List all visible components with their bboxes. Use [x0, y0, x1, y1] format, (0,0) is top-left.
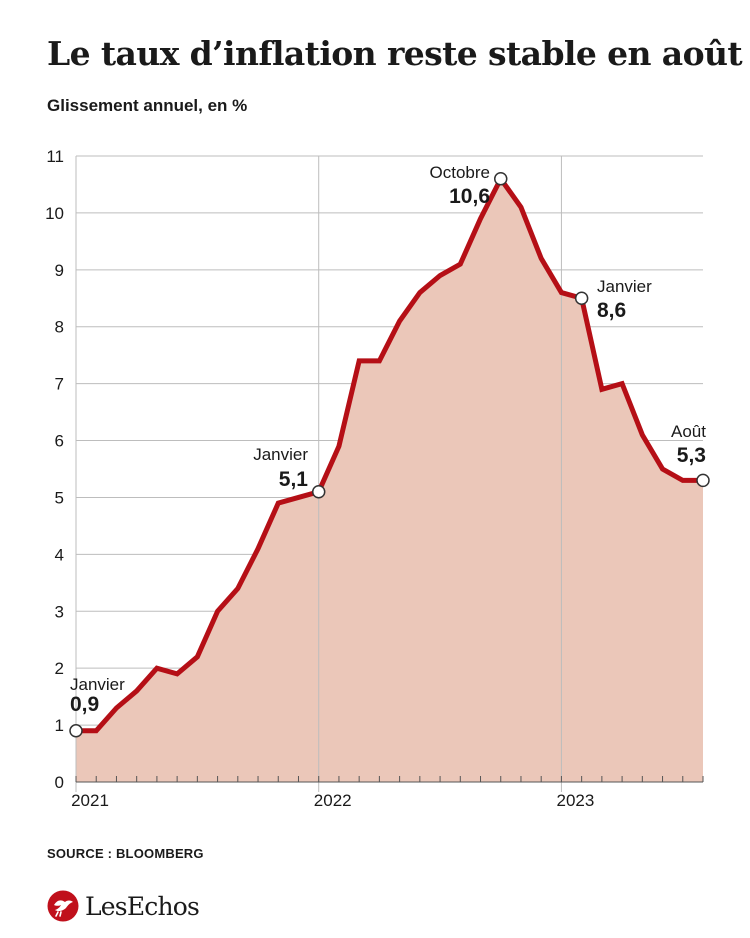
y-tick-label: 8 — [55, 318, 64, 337]
y-tick-label: 4 — [55, 545, 64, 564]
annotation-marker — [696, 473, 710, 488]
annotation-marker — [69, 724, 83, 738]
y-tick-label: 7 — [55, 375, 64, 394]
chart-subtitle: Glissement annuel, en % — [47, 96, 248, 115]
annotation-value: 0,9 — [70, 693, 99, 716]
les-echos-logo: LesEchos — [47, 890, 200, 922]
annotation-label: Août — [671, 422, 706, 441]
y-tick-label: 10 — [45, 204, 64, 223]
x-tick-label: 2021 — [71, 791, 109, 810]
y-tick-label: 11 — [46, 147, 64, 166]
annotation-value: 5,3 — [677, 444, 706, 467]
y-tick-label: 3 — [55, 602, 64, 621]
y-tick-label: 5 — [55, 488, 64, 507]
annotation-label: Janvier — [597, 277, 652, 296]
y-tick-label: 9 — [55, 261, 64, 280]
annotation-label: Janvier — [253, 445, 308, 464]
annotation-marker — [311, 485, 326, 499]
annotation-label: Octobre — [430, 163, 490, 182]
y-tick-label: 1 — [55, 716, 64, 735]
les-echos-wordmark: LesEchos — [85, 891, 200, 921]
annotation-marker — [493, 172, 508, 186]
x-tick-label: 2023 — [557, 791, 595, 810]
chart-title: Le taux d’inflation reste stable en août — [47, 34, 743, 73]
annotation-marker — [574, 291, 589, 306]
x-tick-label: 2022 — [314, 791, 352, 810]
y-tick-label: 6 — [55, 432, 64, 451]
inflation-line — [76, 173, 703, 734]
y-tick-label: 2 — [55, 659, 64, 678]
y-tick-label: 0 — [55, 773, 64, 792]
area-fill — [76, 178, 703, 782]
annotation-value: 5,1 — [279, 468, 309, 491]
les-echos-logo-icon — [47, 890, 79, 922]
annotation-label: Janvier — [70, 675, 125, 694]
annotation-value: 8,6 — [597, 299, 626, 322]
annotation-value: 10,6 — [449, 185, 490, 208]
source-note: SOURCE : BLOOMBERG — [47, 846, 204, 861]
